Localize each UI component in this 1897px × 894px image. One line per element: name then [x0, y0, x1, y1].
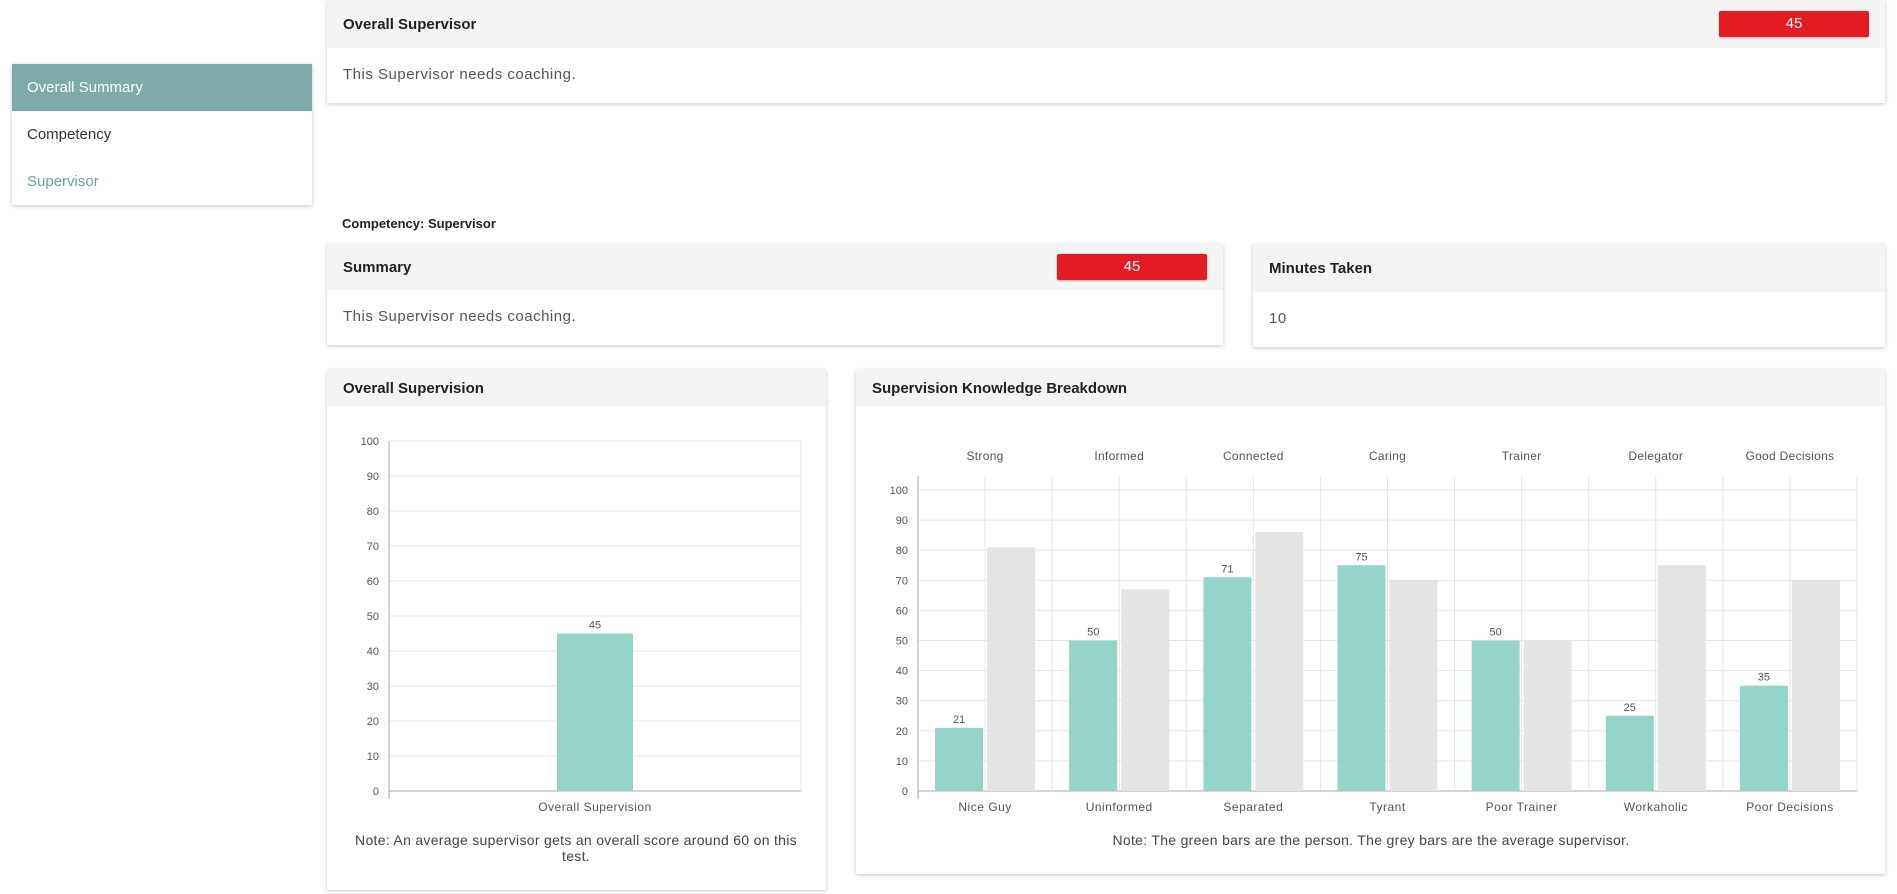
y-tick-label: 30 — [367, 681, 379, 693]
minutes-taken-title: Minutes Taken — [1269, 259, 1373, 277]
top-axis-label: Good Decisions — [1745, 449, 1834, 463]
overall-score-badge: 45 — [1719, 11, 1869, 37]
y-tick-label: 20 — [896, 726, 908, 738]
overall-supervisor-message: This Supervisor needs coaching. — [343, 66, 577, 83]
knowledge-breakdown-note: Note: The green bars are the person. The… — [1112, 832, 1630, 848]
x-tick-label: Uninformed — [1086, 800, 1153, 814]
average-bar — [1121, 589, 1170, 791]
y-tick-label: 0 — [902, 786, 908, 798]
y-tick-label: 80 — [367, 506, 379, 518]
y-tick-label: 50 — [896, 636, 908, 648]
bar-data-label: 25 — [1624, 702, 1636, 714]
person-bar — [1739, 685, 1788, 791]
y-tick-label: 90 — [367, 471, 379, 483]
top-axis-label: Connected — [1223, 449, 1284, 463]
y-tick-label: 40 — [896, 666, 908, 678]
overall-supervisor-title: Overall Supervisor — [343, 15, 477, 33]
bar-data-label: 50 — [1087, 627, 1099, 639]
average-bar — [1389, 580, 1438, 791]
top-axis-label: Strong — [966, 449, 1003, 463]
bar — [557, 633, 633, 791]
y-tick-label: 100 — [890, 485, 908, 497]
top-axis-label: Caring — [1369, 449, 1406, 463]
y-tick-label: 80 — [896, 545, 908, 557]
x-tick-label: Overall Supervision — [538, 800, 652, 814]
sidebar-nav: Overall Summary Competency Supervisor — [12, 64, 312, 205]
y-tick-label: 40 — [367, 646, 379, 658]
summary-title: Summary — [343, 258, 412, 276]
knowledge-breakdown-chart-title: Supervision Knowledge Breakdown — [872, 379, 1128, 397]
x-tick-label: Poor Trainer — [1486, 800, 1558, 814]
y-tick-label: 20 — [367, 716, 379, 728]
y-tick-label: 10 — [896, 756, 908, 768]
overall-supervisor-card: Overall Supervisor 45 This Supervisor ne… — [327, 0, 1885, 103]
top-axis-label: Delegator — [1628, 449, 1683, 463]
competency-section-label: Competency: Supervisor — [342, 216, 496, 231]
summary-message: This Supervisor needs coaching. — [343, 308, 577, 325]
bar-data-label: 21 — [953, 714, 965, 726]
average-bar — [1791, 580, 1840, 791]
y-tick-label: 10 — [367, 751, 379, 763]
bar-data-label: 45 — [589, 620, 601, 632]
sidebar-item-supervisor[interactable]: Supervisor — [27, 173, 99, 190]
x-tick-label: Tyrant — [1369, 800, 1406, 814]
person-bar — [1203, 577, 1252, 791]
average-bar — [1523, 640, 1572, 791]
y-tick-label: 90 — [896, 515, 908, 527]
y-tick-label: 100 — [361, 436, 379, 448]
overall-supervision-chart-title: Overall Supervision — [343, 379, 484, 397]
overall-supervision-chart-card: Overall Supervision — [327, 370, 826, 890]
average-bar — [987, 547, 1036, 791]
y-tick-label: 50 — [367, 611, 379, 623]
top-axis-label: Trainer — [1502, 449, 1542, 463]
knowledge-breakdown-chart: 0 10 20 30 40 50 60 70 80 90 100 21 Nice Guy Strong 50… — [890, 449, 1858, 814]
bar-data-label: 50 — [1490, 627, 1502, 639]
sidebar-item-competency[interactable]: Competency — [27, 126, 112, 143]
overall-supervision-chart: 0 10 20 30 40 50 60 70 80 90 100 45 Overall Supervis… — [361, 436, 802, 814]
y-tick-label: 30 — [896, 696, 908, 708]
y-tick-label: 60 — [367, 576, 379, 588]
minutes-taken-card: Minutes Taken 10 — [1253, 244, 1885, 347]
person-bar — [935, 727, 984, 791]
bar-data-label: 75 — [1355, 551, 1367, 563]
minutes-taken-value: 10 — [1269, 310, 1287, 327]
person-bar — [1069, 640, 1118, 791]
summary-card: Summary 45 This Supervisor needs coachin… — [327, 244, 1223, 345]
bar-data-label: 71 — [1221, 563, 1233, 575]
y-tick-label: 70 — [896, 575, 908, 587]
x-tick-label: Nice Guy — [958, 800, 1011, 814]
y-tick-label: 0 — [373, 786, 379, 798]
person-bar — [1337, 565, 1386, 791]
summary-score-badge: 45 — [1057, 254, 1207, 280]
top-axis-label: Informed — [1094, 449, 1144, 463]
y-tick-label: 60 — [896, 605, 908, 617]
person-bar — [1471, 640, 1520, 791]
sidebar-item-overall-summary[interactable]: Overall Summary — [12, 64, 312, 111]
x-tick-label: Separated — [1223, 800, 1283, 814]
y-tick-label: 70 — [367, 541, 379, 553]
x-tick-label: Poor Decisions — [1746, 800, 1834, 814]
x-tick-label: Workaholic — [1624, 800, 1688, 814]
average-bar — [1255, 532, 1304, 791]
overall-supervision-note: Note: An average supervisor gets an over… — [355, 832, 797, 864]
average-bar — [1657, 565, 1706, 791]
person-bar — [1605, 715, 1654, 791]
bar-data-label: 35 — [1758, 672, 1770, 684]
